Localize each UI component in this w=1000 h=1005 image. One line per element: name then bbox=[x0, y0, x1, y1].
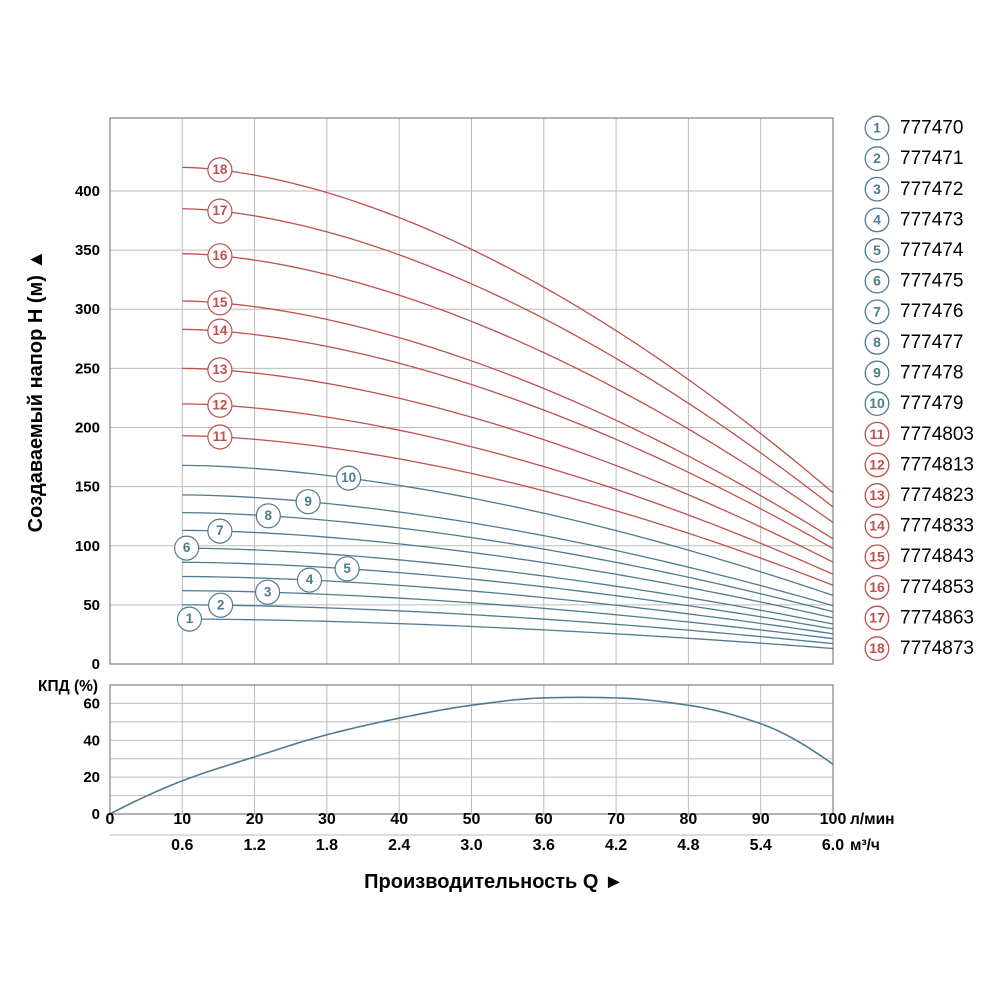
svg-text:250: 250 bbox=[75, 360, 100, 377]
svg-text:4.8: 4.8 bbox=[677, 837, 699, 854]
svg-text:4: 4 bbox=[306, 572, 314, 587]
svg-text:10: 10 bbox=[341, 470, 356, 485]
svg-text:7774843: 7774843 bbox=[900, 546, 974, 567]
svg-text:4: 4 bbox=[873, 212, 881, 228]
svg-text:777478: 777478 bbox=[900, 363, 963, 384]
svg-text:9: 9 bbox=[873, 365, 881, 381]
svg-text:2: 2 bbox=[873, 150, 881, 166]
svg-text:0: 0 bbox=[92, 656, 100, 673]
svg-text:10: 10 bbox=[869, 395, 885, 411]
svg-text:777479: 777479 bbox=[900, 393, 963, 414]
svg-text:КПД (%): КПД (%) bbox=[38, 678, 98, 695]
svg-text:40: 40 bbox=[390, 811, 408, 828]
svg-text:1: 1 bbox=[186, 611, 194, 626]
svg-text:3: 3 bbox=[264, 584, 272, 599]
svg-text:1.8: 1.8 bbox=[316, 837, 338, 854]
svg-text:17: 17 bbox=[212, 203, 227, 218]
svg-text:7774853: 7774853 bbox=[900, 577, 974, 598]
svg-text:7: 7 bbox=[873, 303, 881, 319]
svg-text:7: 7 bbox=[216, 523, 224, 538]
svg-text:777472: 777472 bbox=[900, 179, 963, 200]
svg-text:80: 80 bbox=[680, 811, 698, 828]
svg-text:12: 12 bbox=[212, 397, 227, 412]
svg-text:18: 18 bbox=[212, 162, 228, 177]
svg-text:14: 14 bbox=[869, 518, 885, 534]
svg-text:90: 90 bbox=[752, 811, 770, 828]
svg-text:20: 20 bbox=[246, 811, 264, 828]
svg-text:12: 12 bbox=[869, 457, 885, 473]
svg-text:777475: 777475 bbox=[900, 271, 963, 292]
svg-text:3.6: 3.6 bbox=[533, 837, 555, 854]
svg-text:м³/ч: м³/ч bbox=[850, 837, 880, 854]
svg-text:20: 20 bbox=[83, 769, 100, 786]
svg-text:8: 8 bbox=[265, 508, 273, 523]
svg-text:60: 60 bbox=[535, 811, 553, 828]
svg-text:3: 3 bbox=[873, 181, 881, 197]
svg-text:14: 14 bbox=[212, 323, 228, 338]
svg-text:13: 13 bbox=[869, 487, 885, 503]
svg-text:7774873: 7774873 bbox=[900, 638, 974, 659]
svg-text:400: 400 bbox=[75, 183, 100, 200]
svg-text:40: 40 bbox=[83, 732, 100, 749]
svg-text:16: 16 bbox=[212, 248, 228, 263]
svg-text:17: 17 bbox=[869, 610, 885, 626]
svg-text:6: 6 bbox=[183, 540, 191, 555]
svg-text:777470: 777470 bbox=[900, 118, 963, 139]
svg-text:9: 9 bbox=[304, 494, 312, 509]
svg-text:0.6: 0.6 bbox=[171, 837, 193, 854]
svg-text:6: 6 bbox=[873, 273, 881, 289]
svg-text:7774833: 7774833 bbox=[900, 516, 974, 537]
svg-text:7774863: 7774863 bbox=[900, 608, 974, 629]
svg-text:16: 16 bbox=[869, 579, 885, 595]
svg-text:777476: 777476 bbox=[900, 301, 963, 322]
svg-text:1.2: 1.2 bbox=[243, 837, 265, 854]
svg-text:10: 10 bbox=[173, 811, 191, 828]
svg-text:Создаваемый напор Н (м) ▲: Создаваемый напор Н (м) ▲ bbox=[25, 250, 47, 533]
svg-text:200: 200 bbox=[75, 420, 100, 437]
svg-text:50: 50 bbox=[83, 597, 100, 614]
svg-text:13: 13 bbox=[212, 362, 228, 377]
svg-text:6.0: 6.0 bbox=[822, 837, 844, 854]
svg-text:0: 0 bbox=[106, 811, 115, 828]
svg-text:2.4: 2.4 bbox=[388, 837, 410, 854]
svg-text:300: 300 bbox=[75, 301, 100, 318]
svg-text:777474: 777474 bbox=[900, 240, 964, 261]
svg-text:8: 8 bbox=[873, 334, 881, 350]
svg-text:18: 18 bbox=[869, 640, 885, 656]
svg-text:15: 15 bbox=[869, 548, 885, 564]
svg-text:50: 50 bbox=[463, 811, 481, 828]
svg-text:0: 0 bbox=[92, 806, 100, 823]
svg-text:777471: 777471 bbox=[900, 148, 963, 169]
svg-text:777477: 777477 bbox=[900, 332, 963, 353]
svg-text:777473: 777473 bbox=[900, 209, 963, 230]
svg-text:100: 100 bbox=[820, 811, 847, 828]
svg-text:7774813: 7774813 bbox=[900, 454, 974, 475]
svg-text:15: 15 bbox=[212, 295, 228, 310]
svg-text:150: 150 bbox=[75, 479, 100, 496]
svg-text:7774823: 7774823 bbox=[900, 485, 974, 506]
svg-text:5: 5 bbox=[873, 242, 881, 258]
svg-text:5: 5 bbox=[343, 561, 351, 576]
svg-text:7774803: 7774803 bbox=[900, 424, 974, 445]
svg-text:2: 2 bbox=[217, 597, 225, 612]
svg-text:350: 350 bbox=[75, 242, 100, 259]
svg-text:5.4: 5.4 bbox=[750, 837, 772, 854]
svg-text:70: 70 bbox=[607, 811, 625, 828]
svg-text:100: 100 bbox=[75, 538, 100, 555]
svg-text:30: 30 bbox=[318, 811, 336, 828]
svg-text:1: 1 bbox=[873, 120, 881, 136]
svg-text:4.2: 4.2 bbox=[605, 837, 627, 854]
svg-text:60: 60 bbox=[83, 695, 100, 712]
svg-text:Производительность Q ►: Производительность Q ► bbox=[364, 871, 624, 893]
svg-text:3.0: 3.0 bbox=[460, 837, 482, 854]
svg-text:л/мин: л/мин bbox=[850, 811, 895, 828]
svg-text:11: 11 bbox=[870, 426, 885, 442]
svg-text:11: 11 bbox=[213, 429, 228, 444]
